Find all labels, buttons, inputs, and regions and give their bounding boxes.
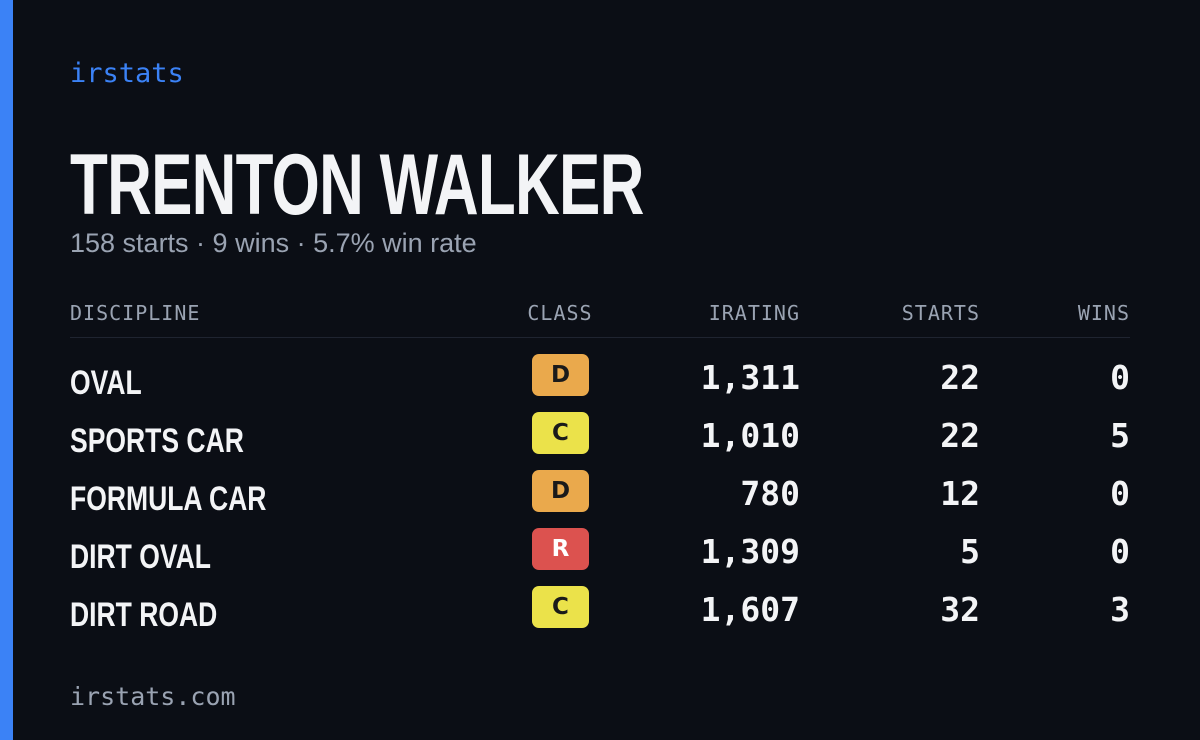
wins: 3 bbox=[1110, 590, 1130, 629]
wins: 5 bbox=[1110, 416, 1130, 455]
discipline: DIRT OVAL bbox=[70, 538, 211, 576]
column-header: DISCIPLINE bbox=[70, 301, 201, 325]
column-header: STARTS bbox=[901, 301, 980, 325]
irating: 1,010 bbox=[700, 416, 800, 455]
driver-name: TRENTON WALKER bbox=[70, 137, 644, 233]
irating: 1,309 bbox=[700, 532, 800, 571]
wins: 0 bbox=[1110, 358, 1130, 397]
wins: 0 bbox=[1110, 474, 1130, 513]
starts: 22 bbox=[940, 358, 980, 397]
starts: 12 bbox=[940, 474, 980, 513]
brand: irstats bbox=[70, 58, 184, 89]
class-badge: C bbox=[532, 586, 589, 628]
irating: 1,607 bbox=[700, 590, 800, 629]
class-badge: D bbox=[532, 354, 589, 396]
header-rule bbox=[70, 337, 1130, 338]
driver-summary: 158 starts · 9 wins · 5.7% win rate bbox=[70, 228, 477, 258]
starts: 32 bbox=[940, 590, 980, 629]
column-header: IRATING bbox=[708, 301, 800, 325]
column-header: WINS bbox=[1077, 301, 1130, 325]
footer: irstats.com bbox=[70, 682, 236, 711]
irating: 780 bbox=[740, 474, 800, 513]
class-badge: R bbox=[532, 528, 589, 570]
column-header: CLASS bbox=[527, 301, 593, 325]
discipline: FORMULA CAR bbox=[70, 480, 267, 518]
class-badge: C bbox=[532, 412, 589, 454]
discipline: DIRT ROAD bbox=[70, 596, 218, 634]
discipline: OVAL bbox=[70, 364, 142, 402]
wins: 0 bbox=[1110, 532, 1130, 571]
accent-stripe bbox=[0, 0, 13, 740]
class-badge: D bbox=[532, 470, 589, 512]
discipline: SPORTS CAR bbox=[70, 422, 244, 460]
starts: 22 bbox=[940, 416, 980, 455]
starts: 5 bbox=[960, 532, 980, 571]
irating: 1,311 bbox=[700, 358, 800, 397]
